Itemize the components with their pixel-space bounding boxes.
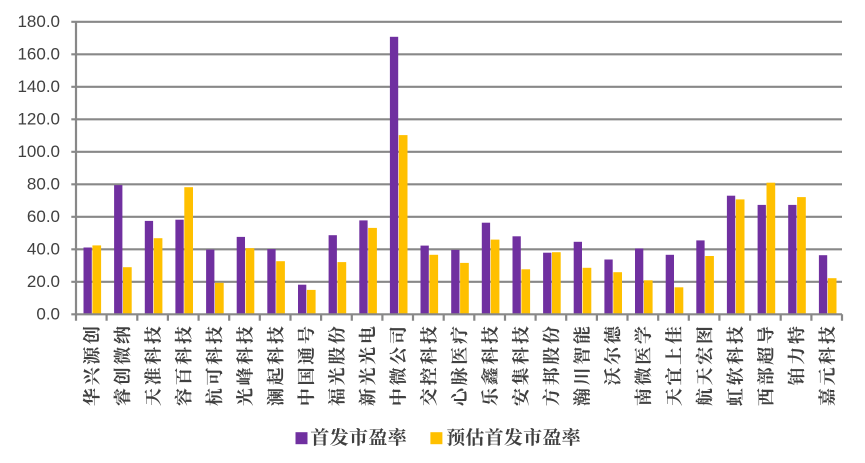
svg-text:80.0: 80.0: [27, 175, 60, 194]
svg-text:40.0: 40.0: [27, 240, 60, 259]
svg-text:120.0: 120.0: [17, 110, 60, 129]
svg-text:140.0: 140.0: [17, 77, 60, 96]
svg-text:160.0: 160.0: [17, 45, 60, 64]
svg-text:60.0: 60.0: [27, 207, 60, 226]
svg-text:180.0: 180.0: [17, 12, 60, 31]
svg-text:0.0: 0.0: [36, 305, 60, 324]
svg-text:20.0: 20.0: [27, 272, 60, 291]
svg-text:100.0: 100.0: [17, 142, 60, 161]
